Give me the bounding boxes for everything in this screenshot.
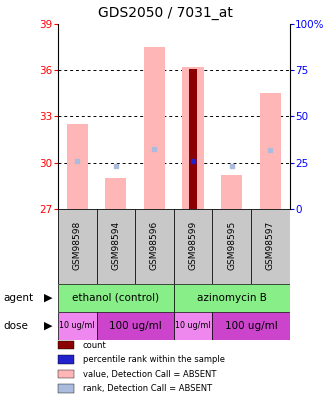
Bar (144, 47, 165, 209)
Text: value, Detection Call = ABSENT: value, Detection Call = ABSENT (83, 369, 216, 379)
Bar (174, 284, 290, 312)
Text: GSM98595: GSM98595 (227, 220, 236, 270)
Text: 10 ug/ml: 10 ug/ml (175, 322, 211, 330)
Text: GSM98594: GSM98594 (111, 220, 120, 270)
Text: ▶: ▶ (44, 321, 52, 331)
Text: percentile rank within the sample: percentile rank within the sample (83, 355, 225, 364)
Text: count: count (83, 341, 107, 350)
Bar (182, 67, 204, 209)
Text: ▶: ▶ (44, 293, 52, 303)
Bar (251, 209, 290, 284)
Bar (213, 312, 290, 340)
Text: 100 ug/ml: 100 ug/ml (225, 321, 277, 331)
Bar (97, 312, 174, 340)
Bar (58, 284, 174, 312)
Bar (174, 312, 213, 340)
Text: azinomycin B: azinomycin B (197, 293, 267, 303)
Bar (135, 209, 174, 284)
Bar (105, 178, 126, 209)
Text: 100 ug/ml: 100 ug/ml (109, 321, 162, 331)
Text: GSM98597: GSM98597 (266, 220, 275, 270)
Text: 10 ug/ml: 10 ug/ml (60, 322, 95, 330)
Bar (58, 312, 97, 340)
Text: ethanol (control): ethanol (control) (72, 293, 160, 303)
Bar (189, 69, 197, 209)
Bar (260, 93, 281, 209)
Text: GSM98596: GSM98596 (150, 220, 159, 270)
Bar (67, 124, 88, 209)
Bar (221, 175, 242, 209)
Text: GSM98598: GSM98598 (73, 220, 82, 270)
Text: GSM98599: GSM98599 (189, 220, 198, 270)
Text: GDS2050 / 7031_at: GDS2050 / 7031_at (98, 6, 233, 20)
Text: dose: dose (3, 321, 28, 331)
Bar (213, 209, 251, 284)
Bar (97, 209, 135, 284)
Text: agent: agent (3, 293, 33, 303)
Bar (58, 209, 97, 284)
Bar (174, 209, 213, 284)
Text: rank, Detection Call = ABSENT: rank, Detection Call = ABSENT (83, 384, 212, 393)
